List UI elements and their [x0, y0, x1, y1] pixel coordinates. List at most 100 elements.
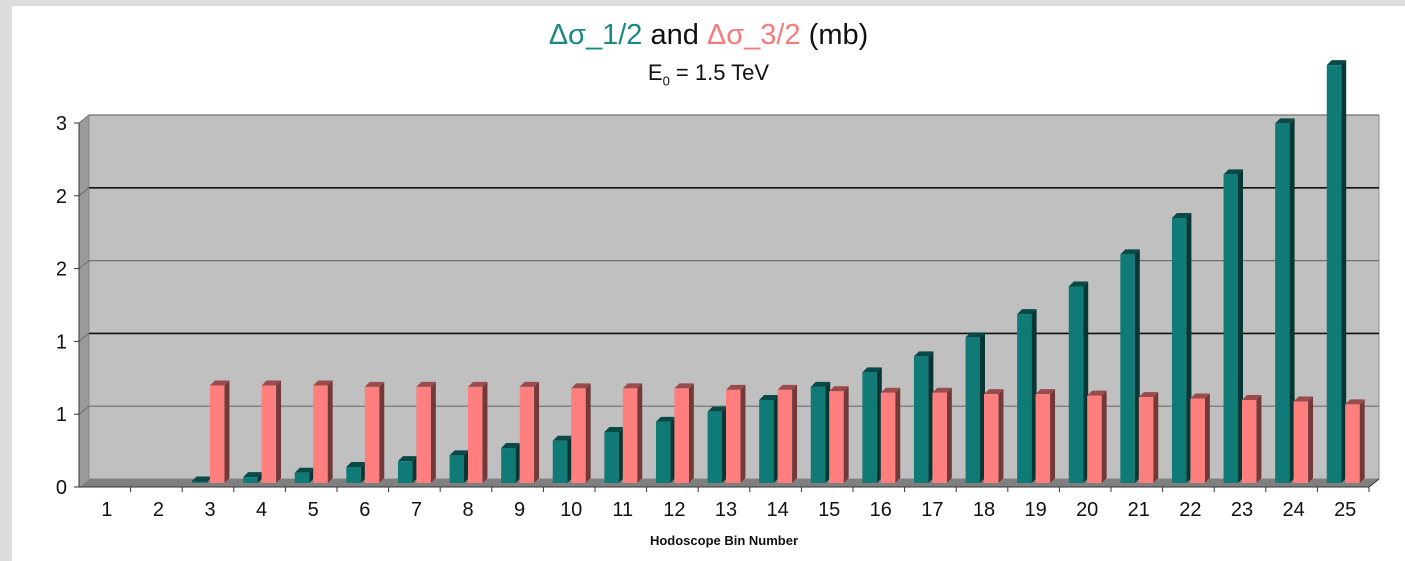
bar-series1 [707, 411, 722, 483]
gridline-side [78, 260, 90, 269]
gridline-side [78, 333, 90, 342]
gridline-side [78, 405, 90, 415]
bar-series1-top [294, 467, 315, 473]
bar-series2-top [1087, 390, 1107, 396]
bar-series2-side [843, 386, 849, 483]
bar-series1-side [670, 416, 676, 483]
bar-series2 [571, 388, 586, 483]
bar-series2-side [585, 383, 591, 483]
x-tick-label: 17 [921, 499, 943, 521]
title-part-1: and [642, 19, 707, 51]
bar-series2-side [688, 383, 694, 483]
bar-series1-top [449, 450, 469, 456]
bar-series1 [759, 400, 774, 483]
bar-series2 [777, 389, 793, 483]
bar-series2 [1293, 401, 1309, 483]
bar-series2-top [1293, 396, 1314, 402]
bar-series2-top [622, 383, 643, 389]
bar-series2-side [1153, 392, 1159, 483]
bar-series1 [191, 481, 206, 483]
bar-series2-side [998, 389, 1004, 483]
bar-series1-top [1326, 60, 1347, 66]
bar-series1-side [773, 395, 779, 483]
bar-series1-top [1223, 169, 1243, 175]
bar-series1-side [309, 467, 315, 483]
x-tick-label: 15 [818, 499, 840, 521]
bar-series1 [397, 461, 413, 483]
bar-series2-top [829, 386, 849, 392]
bar-series2 [726, 389, 741, 483]
bar-series2-top [984, 389, 1004, 395]
chart-title: Δσ_1/2 and Δσ_3/2 (mb) [12, 18, 1405, 52]
x-tick-label: 2 [153, 499, 164, 521]
bar-series1-side [876, 367, 882, 483]
bar-series2-side [276, 380, 282, 483]
bar-series2 [364, 386, 380, 483]
bar-series2 [674, 388, 689, 483]
bar-series1-top [243, 472, 263, 478]
bar-series2 [519, 386, 535, 483]
bar-series2-top [726, 384, 746, 390]
bar-series2-top [1035, 389, 1056, 395]
bar-series1 [552, 440, 568, 483]
bar-series2 [1035, 394, 1051, 483]
x-tick-label: 18 [973, 499, 995, 521]
bar-series1 [862, 372, 877, 483]
bar-series1 [449, 455, 464, 483]
bar-series2-side [224, 380, 230, 483]
gridline-side [78, 114, 90, 124]
bar-series1-top [552, 435, 573, 441]
bar-series1 [1017, 314, 1032, 483]
x-tick-label: 23 [1231, 499, 1253, 521]
bar-series1-top [913, 351, 934, 357]
bar-series1-top [501, 443, 521, 449]
bar-series2-side [482, 381, 488, 483]
bar-series1 [243, 477, 258, 483]
bar-series1-top [759, 395, 779, 401]
y-tick-label: 3 [56, 113, 67, 135]
title-part-0: Δσ_1/2 [548, 19, 643, 51]
x-tick-label: 9 [514, 499, 525, 521]
bar-series2-top [1190, 393, 1210, 399]
side-wall [79, 115, 89, 487]
title-part-2: Δσ_3/2 [706, 19, 801, 51]
bar-series1-side [1341, 60, 1347, 484]
bar-series1-top [191, 476, 211, 482]
x-tick-label: 12 [663, 499, 685, 521]
bar-series2-side [534, 381, 540, 483]
bar-series2-side [1308, 396, 1314, 483]
bar-series2-top [1345, 399, 1365, 405]
bar-series1-side [412, 456, 418, 483]
bar-series2 [1345, 404, 1360, 483]
bar-series2-side [327, 380, 333, 483]
bar-series2 [313, 385, 328, 483]
bar-series2-side [379, 381, 385, 483]
bar-series1-top [1017, 309, 1037, 315]
y-tick-label: 2 [56, 259, 67, 281]
bar-series2 [829, 391, 844, 483]
bar-series2-top [261, 380, 282, 386]
bar-series2-side [1050, 389, 1056, 483]
bar-series1-top [346, 461, 366, 467]
y-tick-label: 1 [56, 331, 67, 353]
bar-series2-top [777, 384, 798, 390]
x-tick-label: 7 [411, 499, 422, 521]
bar-series2 [1190, 398, 1205, 483]
bar-series2-side [637, 383, 643, 483]
bar-series1-side [928, 351, 934, 483]
bar-series1-side [722, 406, 727, 483]
bar-series2-side [430, 381, 436, 483]
bar-series1-side [1289, 118, 1295, 484]
bar-series2 [261, 385, 277, 483]
y-tick-label: 1 [56, 404, 67, 426]
bar-series1-top [707, 406, 727, 412]
bar-series1-side [1186, 213, 1192, 483]
bar-series1-side [618, 427, 624, 483]
bar-series1-top [604, 427, 624, 433]
bar-series1 [1326, 65, 1342, 484]
bar-series2-side [1256, 395, 1262, 483]
gridline-side [78, 187, 90, 197]
x-tick-label: 3 [204, 499, 215, 521]
